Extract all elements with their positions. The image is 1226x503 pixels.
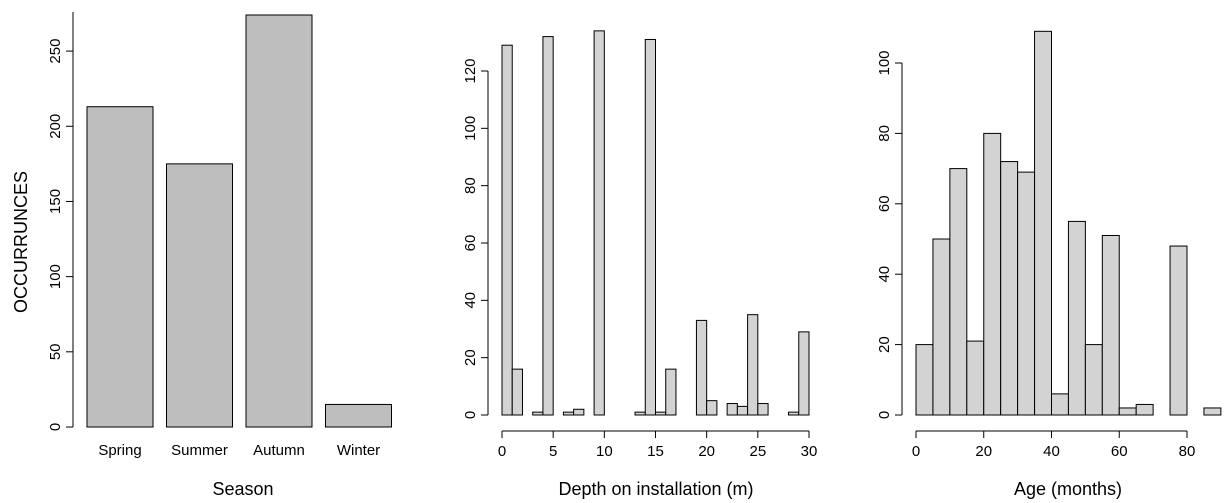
histogram-bar: [1169, 245, 1188, 416]
histogram-bar: [757, 403, 769, 416]
x-tick-label: 30: [801, 443, 818, 460]
histogram-bar: [634, 411, 646, 416]
season-bars: [86, 14, 392, 428]
y-tick-label: 50: [47, 343, 64, 360]
histogram-bar: [501, 44, 513, 416]
category-label: Summer: [171, 442, 228, 459]
histogram-bar: [644, 38, 656, 416]
histogram-bar: [1000, 161, 1019, 416]
histogram-bar: [1203, 407, 1222, 416]
y-tick-label: 100: [876, 50, 893, 75]
y-tick-label: 120: [462, 58, 479, 83]
histogram-bar: [747, 314, 759, 416]
age-histogram: 0 20 40 60 80 100 0 20 40 60 80 Age (months): [876, 30, 1222, 499]
histogram-bar: [1135, 403, 1154, 416]
histogram-bar: [966, 340, 985, 416]
histogram-bar: [788, 411, 800, 416]
y-tick-label: 40: [462, 292, 479, 309]
histogram-bar: [915, 344, 934, 416]
x-tick-label: 60: [1111, 443, 1128, 460]
histogram-bar: [1051, 393, 1069, 416]
season-category-labels: Spring Summer Autumn Winter: [98, 442, 380, 459]
y-tick-label: 0: [462, 411, 479, 419]
histogram-bar: [726, 403, 738, 416]
histogram-bar: [593, 30, 605, 416]
y-tick-label: 80: [462, 177, 479, 194]
y-tick-label: 200: [47, 114, 64, 139]
y-tick-label: 20: [462, 349, 479, 366]
age-x-ticks: 0 20 40 60 80: [912, 431, 1196, 460]
depth-x-ticks: 0 5 10 15 20 25 30: [498, 431, 818, 460]
depth-bars: [501, 30, 810, 416]
x-tick-label: 20: [698, 443, 715, 460]
season-y-axis-title: OCCURRUNCES: [11, 171, 31, 313]
y-tick-label: 60: [462, 235, 479, 252]
histogram-bar: [532, 411, 544, 416]
category-label: Winter: [337, 442, 380, 459]
bar-summer: [166, 163, 233, 428]
histogram-bar: [695, 319, 708, 416]
histogram-bar: [983, 132, 1002, 416]
season-x-axis-title: Season: [212, 479, 273, 499]
histogram-bar: [655, 411, 667, 416]
x-tick-label: 15: [647, 443, 664, 460]
y-tick-label: 0: [876, 411, 893, 419]
y-tick-label: 100: [462, 116, 479, 141]
category-label: Spring: [98, 442, 141, 459]
season-bar-chart: 0 50 100 150 200 250 Spring Summer Autumn Winter…: [11, 12, 392, 499]
x-tick-label: 20: [975, 443, 992, 460]
age-bars: [915, 30, 1222, 416]
x-tick-label: 0: [912, 443, 920, 460]
age-x-axis-title: Age (months): [1014, 479, 1122, 499]
bar-autumn: [245, 14, 313, 428]
x-tick-label: 0: [498, 443, 506, 460]
y-tick-label: 40: [876, 266, 893, 283]
depth-histogram: 0 20 40 60 80 100 120 0 5 10 15 20 25 30 Depth on in…: [462, 30, 818, 499]
category-label: Autumn: [253, 442, 305, 459]
histogram-bar: [511, 368, 523, 416]
season-y-ticks: 0 50 100 150 200 250: [47, 39, 73, 431]
histogram-bar: [562, 411, 575, 416]
x-tick-label: 40: [1043, 443, 1060, 460]
histogram-bar: [1017, 171, 1036, 416]
y-tick-label: 80: [876, 125, 893, 142]
y-tick-label: 100: [47, 264, 64, 289]
histogram-bar: [736, 405, 749, 416]
histogram-bar: [932, 238, 951, 416]
histogram-bar: [665, 368, 677, 416]
histogram-bar: [573, 408, 585, 416]
histogram-bar: [1101, 234, 1120, 416]
depth-x-axis-title: Depth on installation (m): [558, 479, 753, 499]
histogram-bar: [1067, 220, 1086, 416]
x-tick-label: 25: [749, 443, 766, 460]
histogram-bar: [949, 168, 968, 416]
y-tick-label: 20: [876, 336, 893, 353]
x-tick-label: 80: [1179, 443, 1196, 460]
y-tick-label: 0: [47, 423, 64, 431]
bar-winter: [325, 403, 392, 428]
y-tick-label: 250: [47, 39, 64, 64]
depth-y-ticks: 0 20 40 60 80 100 120: [462, 58, 488, 419]
histogram-bar: [1034, 30, 1052, 416]
histogram-bar: [1118, 407, 1137, 416]
y-tick-label: 150: [47, 189, 64, 214]
bar-spring: [86, 106, 154, 428]
y-tick-label: 60: [876, 195, 893, 212]
x-tick-label: 5: [549, 443, 557, 460]
histogram-bar: [706, 400, 718, 416]
x-tick-label: 10: [596, 443, 613, 460]
histogram-bar: [1084, 344, 1103, 416]
age-y-ticks: 0 20 40 60 80 100: [876, 50, 902, 419]
histogram-bar: [798, 331, 810, 416]
histogram-bar: [542, 36, 554, 416]
